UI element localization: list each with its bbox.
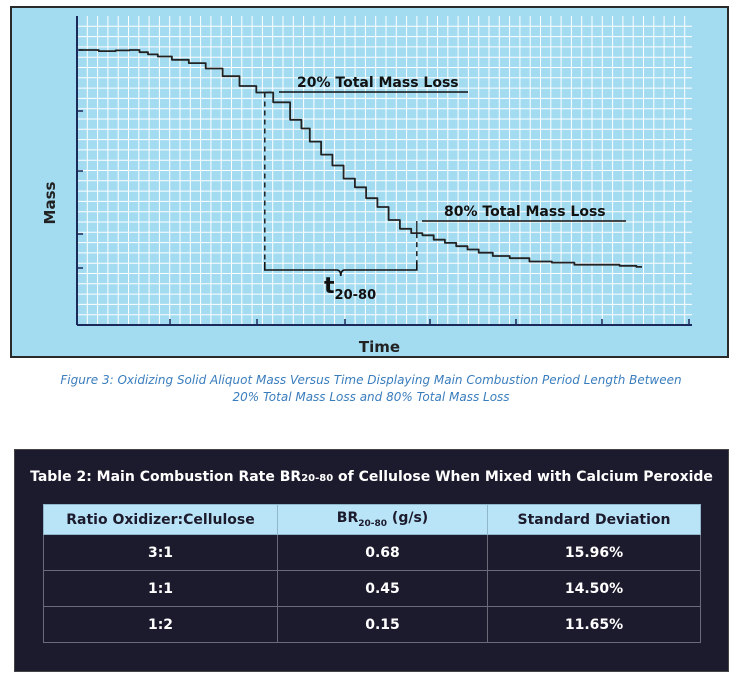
cell-br: 0.45: [277, 570, 488, 607]
table-panel: Table 2: Main Combustion Rate BR20-80 of…: [14, 449, 729, 672]
cell-std: 15.96%: [487, 534, 701, 571]
cell-ratio: 1:2: [43, 606, 278, 643]
interval-label-sub: 20-80: [335, 288, 377, 303]
caption-line-2: 20% Total Mass Loss and 80% Total Mass L…: [232, 390, 510, 404]
grid: [77, 16, 692, 325]
annotation-80: 80% Total Mass Loss: [422, 204, 626, 222]
interval-label: t20-80: [324, 274, 376, 303]
header-br: BR20-80 (g/s): [277, 504, 488, 535]
header-ratio: Ratio Oxidizer:Cellulose: [43, 504, 278, 535]
table-row: 3:1 0.68 15.96%: [43, 534, 701, 571]
cell-br: 0.15: [277, 606, 488, 643]
annotation-20-label: 20% Total Mass Loss: [297, 75, 459, 91]
y-axis-label: Mass: [41, 181, 59, 225]
interval-markers: [263, 91, 418, 277]
header-br-unit: (g/s): [387, 510, 429, 527]
cell-ratio: 1:1: [43, 570, 278, 607]
table-title-subscript: 20-80: [301, 473, 334, 484]
caption-line-1: Figure 3: Oxidizing Solid Aliquot Mass V…: [60, 373, 682, 387]
figure-caption: Figure 3: Oxidizing Solid Aliquot Mass V…: [0, 372, 742, 406]
table-title: Table 2: Main Combustion Rate BR20-80 of…: [15, 469, 728, 485]
mass-curve-line: [79, 49, 642, 268]
x-axis-label: Time: [358, 338, 401, 356]
mass-time-plot: 20% Total Mass Loss 80% Total Mass Loss …: [76, 16, 692, 326]
interval-bracket: [263, 262, 418, 277]
table-row: 1:1 0.45 14.50%: [43, 570, 701, 607]
header-br-main: BR: [336, 510, 359, 527]
cell-br: 0.68: [277, 534, 488, 571]
table-title-prefix: Table 2: Main Combustion Rate BR: [30, 469, 302, 485]
interval-label-main: t: [324, 274, 335, 299]
annotation-20: 20% Total Mass Loss: [279, 75, 468, 93]
axes: [76, 16, 692, 326]
header-br-subscript: 20-80: [358, 518, 388, 529]
table-header-row: Ratio Oxidizer:Cellulose BR20-80 (g/s) S…: [43, 504, 701, 535]
combustion-rate-table: Ratio Oxidizer:Cellulose BR20-80 (g/s) S…: [43, 504, 701, 643]
cell-std: 14.50%: [487, 570, 701, 607]
table-row: 1:2 0.15 11.65%: [43, 606, 701, 643]
header-std: Standard Deviation: [487, 504, 701, 535]
cell-ratio: 3:1: [43, 534, 278, 571]
annotation-80-label: 80% Total Mass Loss: [444, 204, 606, 220]
cell-std: 11.65%: [487, 606, 701, 643]
figure-panel: 20% Total Mass Loss 80% Total Mass Loss …: [10, 6, 729, 358]
table-title-suffix: of Cellulose When Mixed with Calcium Per…: [333, 469, 713, 485]
